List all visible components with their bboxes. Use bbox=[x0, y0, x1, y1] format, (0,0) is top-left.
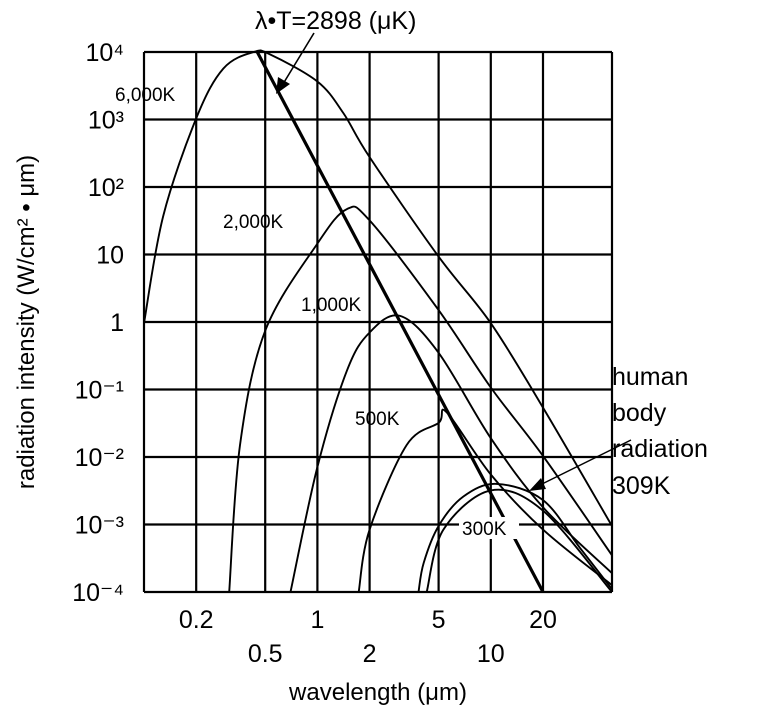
x-tick-labels: 0.2 0.5 1 2 5 10 20 bbox=[179, 606, 557, 668]
curve-label: 6,000K bbox=[115, 85, 176, 106]
curve-6000k bbox=[143, 49, 613, 527]
x-tick-label: 10 bbox=[477, 640, 505, 668]
curve-label: 500K bbox=[355, 409, 400, 430]
wien-arrow bbox=[276, 32, 315, 94]
curve-309k bbox=[417, 482, 613, 593]
human-body-arrow bbox=[529, 439, 632, 491]
wien-displacement-line bbox=[255, 51, 545, 593]
x-tick-label: 5 bbox=[432, 606, 446, 634]
curve-label: 1,000K bbox=[301, 295, 362, 316]
y-axis-title: radiation intensity (W/cm² • μm) bbox=[13, 155, 40, 489]
curve-2000k bbox=[228, 205, 613, 593]
x-axis-title: wavelength (μm) bbox=[288, 679, 467, 706]
y-tick-label: 1 bbox=[110, 309, 124, 337]
curve-500k bbox=[357, 408, 613, 593]
x-tick-label: 0.2 bbox=[179, 606, 214, 634]
human-body-label-line: body bbox=[612, 399, 667, 427]
x-tick-label: 1 bbox=[310, 606, 324, 634]
human-body-label: human body radiation 309K bbox=[612, 363, 708, 500]
curve-label: 300K bbox=[462, 519, 507, 540]
wien-law-label: λ•T=2898 (μK) bbox=[255, 7, 416, 35]
y-tick-label: 10 bbox=[96, 242, 124, 270]
curve-labels: 6,000K 2,000K 1,000K 500K 300K bbox=[115, 85, 519, 540]
human-body-label-line: human bbox=[612, 363, 688, 391]
y-tick-labels: 10⁴ 10³ 10² 10 1 10⁻¹ 10⁻² 10⁻³ 10⁻⁴ bbox=[72, 39, 124, 607]
grid bbox=[142, 50, 614, 594]
y-tick-label: 10⁻² bbox=[75, 444, 124, 472]
y-tick-label: 10⁴ bbox=[85, 39, 124, 67]
y-tick-label: 10³ bbox=[88, 107, 124, 135]
y-tick-label: 10⁻³ bbox=[75, 512, 124, 540]
y-tick-label: 10⁻⁴ bbox=[72, 579, 124, 607]
x-tick-label: 20 bbox=[529, 606, 557, 634]
curve-1000k bbox=[289, 314, 613, 593]
x-tick-label: 0.5 bbox=[248, 640, 283, 668]
wien-line-group bbox=[255, 51, 545, 593]
human-body-label-line: 309K bbox=[612, 472, 671, 500]
y-tick-label: 10² bbox=[88, 174, 124, 202]
x-tick-label: 2 bbox=[363, 640, 377, 668]
curves bbox=[143, 49, 613, 593]
y-tick-label: 10⁻¹ bbox=[75, 377, 124, 405]
label-background bbox=[459, 517, 519, 539]
curve-label: 2,000K bbox=[223, 212, 284, 233]
human-body-label-line: radiation bbox=[612, 435, 708, 463]
